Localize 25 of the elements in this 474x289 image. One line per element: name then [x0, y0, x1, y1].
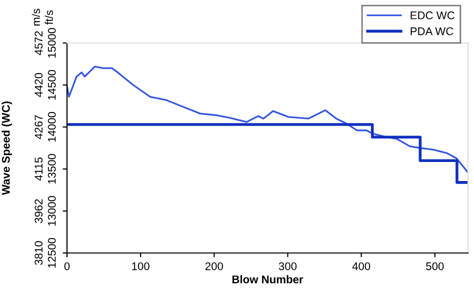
legend-label: EDC WC	[410, 11, 454, 20]
x-tick-label: 200	[205, 262, 223, 270]
y2-tick-label: 3810	[34, 241, 43, 265]
x-tick-label: 100	[132, 262, 150, 270]
x-tick-label: 300	[278, 262, 297, 270]
y2-tick-label: 4267	[34, 115, 43, 140]
y-tick-label: 12500	[48, 238, 56, 268]
y-tick-label: 14500	[48, 70, 56, 100]
y-tick-label: 14000	[48, 112, 56, 142]
y2-tick-label: 4115	[34, 157, 43, 181]
text: ft/s	[44, 10, 53, 25]
x-tick-label: 400	[352, 262, 370, 270]
legend-label: PDA WC	[410, 27, 454, 36]
y2-tick-label: 4420	[34, 72, 43, 97]
x-tick-label: 500	[426, 262, 444, 270]
y2-axis-title: Wave Speed (WC)	[2, 102, 12, 196]
y2-tick-label: 4572	[34, 31, 43, 56]
y-tick-label: 13000	[48, 196, 56, 226]
y-tick-label: 13500	[48, 154, 56, 184]
line-series	[67, 66, 468, 172]
y2-tick-label: 3962	[34, 199, 43, 224]
text: m/s	[32, 8, 40, 26]
x-tick-label: 0	[64, 262, 70, 270]
y-tick-label: 15000	[48, 28, 56, 58]
x-axis-title: Blow Number	[232, 275, 304, 284]
